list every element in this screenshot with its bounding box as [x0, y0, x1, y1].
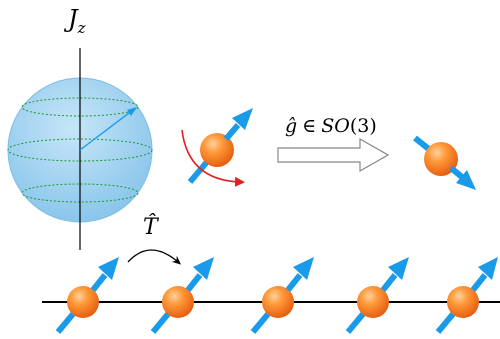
transform-relation: ∈: [302, 115, 316, 137]
chain-spin-ball: [357, 286, 389, 318]
axis-label-main: J: [63, 5, 79, 33]
translation-label: T̂: [143, 214, 160, 240]
chain-spin-arrow-shaft: [185, 273, 203, 292]
chain-spin-arrow-shaft: [285, 273, 303, 292]
transformed-spin: [413, 135, 476, 190]
sphere-equator: [7, 138, 153, 162]
transform-operator: ĝ: [285, 115, 297, 137]
rotating-spin: [181, 108, 253, 187]
sphere-latitude-top: [21, 97, 139, 117]
rotating-spin-arrow-shaft: [223, 123, 241, 141]
chain-spin-1: [55, 257, 119, 334]
translation-arrow: [127, 249, 182, 265]
chain-spin-arrowhead: [193, 257, 214, 280]
chain-spin-arrowhead: [478, 257, 498, 280]
chain-spin-arrow-shaft: [90, 273, 108, 292]
transformed-spin-arrowhead: [456, 170, 476, 190]
axis-label-subscript: z: [77, 19, 86, 37]
transform-dimension: (3): [350, 115, 377, 137]
sphere-latitude-bottom: [21, 183, 139, 203]
chain-spin-2: [150, 257, 214, 334]
rotating-spin-ball: [200, 133, 234, 167]
transformed-spin-ball: [424, 142, 458, 176]
rotating-spin-arrowhead: [232, 108, 253, 130]
chain-spin-ball: [162, 286, 194, 318]
chain-spin-ball: [447, 286, 479, 318]
transform-label: ĝ ∈ SO(3): [285, 115, 377, 137]
chain-spin-arrow-shaft: [470, 273, 488, 292]
chain-spin-arrow-shaft: [380, 273, 398, 292]
chain-spin-ball: [67, 286, 99, 318]
axis-label: Jz: [63, 5, 86, 37]
chain-spin-4: [345, 257, 409, 334]
state-vector-head: [127, 107, 137, 116]
transformed-spin-arrow-shaft: [449, 165, 464, 180]
chain-spin-arrowhead: [293, 257, 314, 280]
transform-arrow: [277, 137, 390, 173]
spin-sphere: [7, 48, 153, 250]
rotation-arrow: [181, 129, 245, 187]
chain-spin-arrowhead: [98, 257, 119, 280]
state-vector: [79, 109, 134, 151]
transform-group: SO: [321, 115, 350, 137]
chain-spin-arrowhead: [388, 257, 409, 280]
chain-spin-5: [435, 257, 498, 334]
chain-spin-ball: [262, 286, 294, 318]
chain-sites: [55, 257, 498, 334]
chain-spin-3: [250, 257, 314, 334]
